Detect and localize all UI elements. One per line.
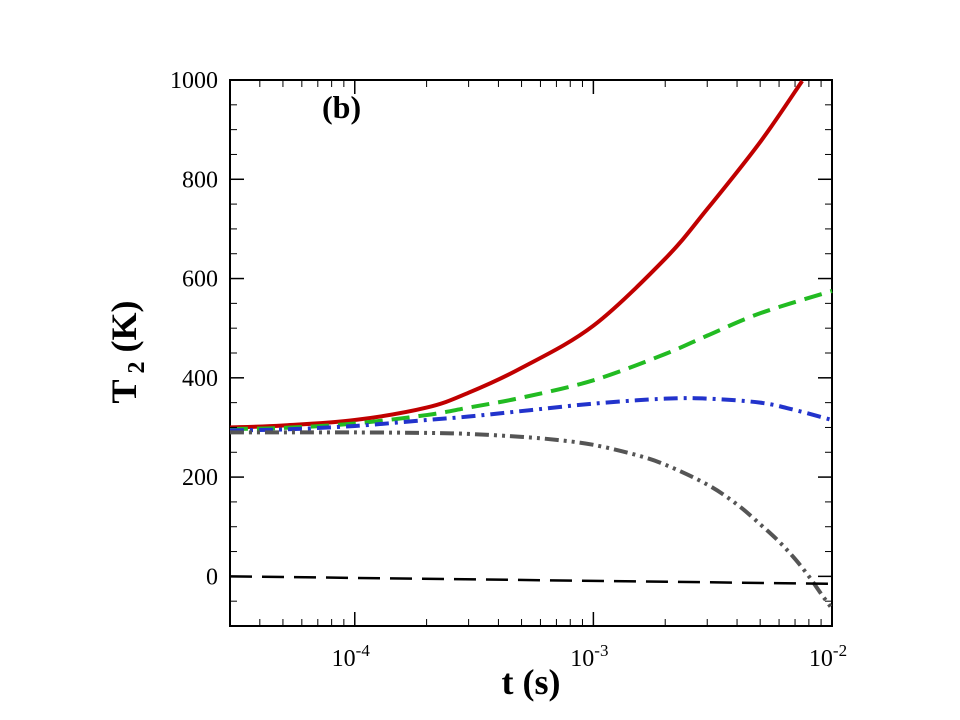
x-tick-label: 10-3 <box>570 641 608 672</box>
y-tick-label: 600 <box>182 267 218 293</box>
series-line-red-solid <box>229 79 804 430</box>
y-tick-label: 1000 <box>170 68 218 94</box>
y-axis-title: T 2 (K) <box>104 301 150 404</box>
y-tick-label: 800 <box>182 167 218 193</box>
panel-label: (b) <box>322 89 361 125</box>
series-line-gray-dashdotdot <box>230 430 834 610</box>
plot-frame <box>229 79 833 627</box>
series-layer <box>229 79 834 610</box>
series-line-blue-dashdot <box>229 396 833 433</box>
axis-layer <box>229 79 833 627</box>
text-layer: 0 200 400 600 800 1000 10-4 10-3 10-2 (b) t (s) T 2… <box>104 68 847 702</box>
x-tick-label: 10-4 <box>332 641 371 672</box>
x-tick-label: 10-2 <box>809 641 847 672</box>
x-axis-title: t (s) <box>502 662 561 702</box>
y-tick-label: 200 <box>182 465 218 491</box>
series-line-black-dashed-reference <box>229 575 833 586</box>
y-tick-label: 0 <box>206 564 218 590</box>
plot-frame-layer <box>229 79 833 627</box>
y-tick-label: 400 <box>182 366 218 392</box>
